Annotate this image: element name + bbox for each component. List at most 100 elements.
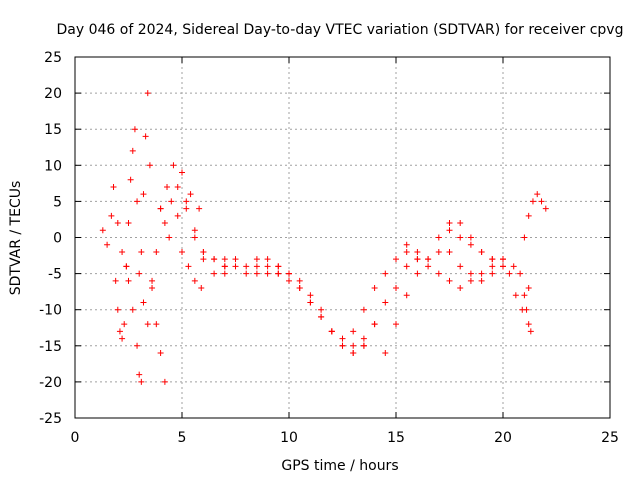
data-point bbox=[457, 263, 464, 270]
data-point bbox=[166, 234, 173, 241]
data-point bbox=[221, 270, 228, 277]
data-point bbox=[521, 234, 528, 241]
data-point bbox=[183, 198, 190, 205]
series-track-7 bbox=[149, 277, 168, 385]
data-point bbox=[191, 234, 198, 241]
data-point bbox=[129, 306, 136, 313]
data-point bbox=[489, 256, 496, 263]
data-point bbox=[489, 270, 496, 277]
data-point bbox=[108, 212, 115, 219]
data-point bbox=[393, 321, 399, 328]
x-tick-labels: 0 5 10 15 20 25 bbox=[71, 430, 619, 446]
data-point bbox=[243, 263, 250, 270]
data-point bbox=[174, 212, 181, 219]
x-tick-label: 25 bbox=[601, 430, 619, 446]
series-track-27 bbox=[521, 292, 534, 335]
y-tick-label: -20 bbox=[39, 375, 62, 391]
data-point bbox=[153, 321, 160, 328]
y-tick-label: 25 bbox=[44, 50, 62, 66]
data-point bbox=[119, 248, 126, 255]
data-point bbox=[187, 191, 194, 198]
data-point bbox=[403, 292, 410, 299]
data-point bbox=[127, 176, 134, 183]
x-tick-label: 15 bbox=[387, 430, 405, 446]
data-point bbox=[307, 299, 314, 306]
data-point bbox=[99, 227, 106, 234]
series-track-11 bbox=[179, 248, 205, 292]
data-point bbox=[467, 270, 474, 277]
y-tick-label: -5 bbox=[48, 267, 62, 283]
data-point bbox=[525, 321, 532, 328]
y-tick-label: 0 bbox=[53, 231, 62, 247]
data-point bbox=[144, 90, 151, 97]
data-point bbox=[318, 306, 325, 313]
data-point bbox=[286, 277, 292, 284]
data-point bbox=[104, 241, 111, 248]
data-point bbox=[125, 220, 132, 227]
data-point bbox=[414, 256, 421, 263]
series-track-8 bbox=[157, 162, 203, 212]
y-tick-label: 10 bbox=[44, 158, 62, 174]
y-tick-labels: 25 20 15 10 5 0 -5 -10 -15 -20 -25 bbox=[39, 50, 62, 427]
data-point bbox=[446, 248, 453, 255]
data-point bbox=[414, 270, 421, 277]
data-point bbox=[414, 248, 421, 255]
data-point bbox=[500, 263, 506, 270]
data-point bbox=[542, 205, 549, 212]
data-point bbox=[478, 270, 485, 277]
data-point bbox=[435, 234, 442, 241]
data-point bbox=[517, 270, 524, 277]
data-point bbox=[168, 198, 175, 205]
data-point bbox=[339, 342, 346, 349]
data-point bbox=[478, 277, 485, 284]
chart-title: Day 046 of 2024, Sidereal Day-to-day VTE… bbox=[57, 22, 624, 38]
data-point bbox=[489, 263, 496, 270]
data-point bbox=[425, 256, 432, 263]
data-point bbox=[360, 306, 367, 313]
data-point bbox=[318, 313, 325, 320]
data-point bbox=[457, 220, 464, 227]
data-point bbox=[232, 256, 239, 263]
y-tick-label: 5 bbox=[53, 194, 62, 210]
data-point bbox=[403, 263, 410, 270]
data-point bbox=[191, 227, 198, 234]
data-point bbox=[525, 285, 532, 292]
data-point bbox=[446, 277, 453, 284]
data-point bbox=[523, 306, 530, 313]
data-point bbox=[136, 270, 143, 277]
data-point bbox=[500, 256, 506, 263]
data-point bbox=[114, 306, 121, 313]
data-point bbox=[140, 299, 147, 306]
data-point bbox=[200, 256, 207, 263]
series-track-26 bbox=[517, 191, 549, 277]
y-axis-label: SDTVAR / TECUs bbox=[8, 181, 24, 296]
data-point bbox=[136, 371, 143, 378]
axis-ticks bbox=[74, 56, 611, 419]
data-point bbox=[467, 241, 474, 248]
series-track-1 bbox=[99, 183, 130, 270]
data-point bbox=[371, 321, 378, 328]
data-point bbox=[157, 205, 164, 212]
data-point bbox=[119, 335, 126, 342]
data-point bbox=[425, 263, 432, 270]
data-point bbox=[110, 183, 117, 190]
data-point bbox=[121, 321, 128, 328]
data-point bbox=[512, 292, 519, 299]
data-point bbox=[286, 270, 292, 277]
data-point bbox=[138, 378, 145, 385]
data-point bbox=[521, 292, 528, 299]
series-track-5 bbox=[138, 90, 153, 255]
data-point bbox=[527, 328, 534, 335]
data-point bbox=[264, 256, 271, 263]
series-track-16 bbox=[286, 270, 378, 349]
data-point bbox=[446, 227, 453, 234]
data-point bbox=[253, 270, 260, 277]
y-tick-label: -10 bbox=[39, 303, 62, 319]
data-point bbox=[232, 263, 239, 270]
y-tick-label: -25 bbox=[39, 411, 62, 427]
data-point bbox=[457, 285, 464, 292]
data-point bbox=[506, 270, 513, 277]
data-point bbox=[403, 248, 410, 255]
data-point bbox=[138, 248, 145, 255]
series-track-2 bbox=[112, 277, 128, 342]
